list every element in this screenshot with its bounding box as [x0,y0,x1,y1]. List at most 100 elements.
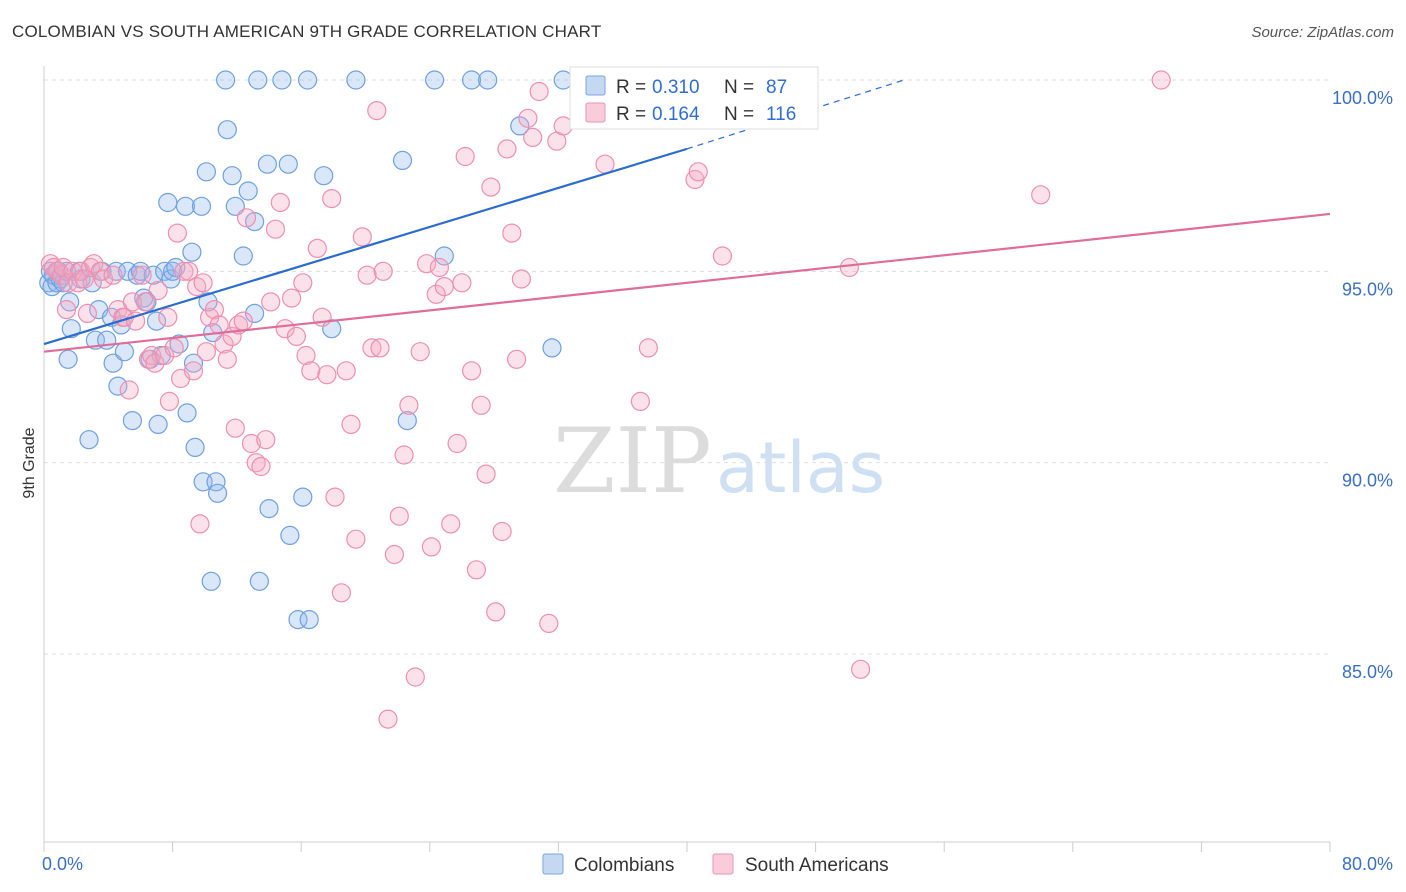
colombians-point-51 [198,292,218,312]
colombians-point-43 [175,196,196,216]
south-americans-point-105 [506,349,527,369]
south-americans-point-115 [638,338,659,358]
south-americans-point-69 [325,487,345,507]
south-americans-point-57 [265,219,286,239]
colombians-point-40 [163,261,183,281]
south-americans-point-87 [417,254,437,274]
south-americans-point-76 [362,338,382,358]
south-americans-point-85 [405,667,425,687]
colombians-point-68 [272,70,292,90]
colombians-point-60 [233,246,253,266]
south-americans-point-56 [261,292,281,312]
series-legend-swatch-colombians [542,853,564,875]
y-tick-label-3: 100.0% [1332,88,1393,108]
colombians-point-25 [114,342,135,362]
south-americans-point-70 [331,583,351,603]
south-americans-point-62 [293,273,313,293]
south-americans-point-64 [301,361,321,381]
south-americans-point-61 [286,326,306,346]
south-americans-point-59 [275,319,295,339]
south-americans-point-101 [486,602,506,622]
south-americans-point-12 [80,257,101,278]
legend-n-label-0: N = [724,77,754,98]
colombians-point-38 [158,192,178,213]
series-legend-swatch-south-americans [712,853,734,875]
south-americans-point-72 [341,414,361,434]
south-americans-point-77 [367,100,387,121]
colombians-point-70 [280,525,300,546]
south-americans-point-41 [196,342,216,362]
south-americans-point-83 [394,445,414,465]
colombians-point-74 [299,609,319,630]
south-americans-point-65 [307,238,327,258]
south-americans-point-5 [56,300,77,320]
colombians-point-11 [61,319,81,339]
south-americans-point-36 [179,261,199,281]
south-americans-point-100 [481,177,501,197]
south-americans-point-37 [183,361,204,381]
colombians-point-64 [248,70,268,90]
colombians-point-71 [288,609,308,630]
y-tick-labels: 85.0% 90.0% 95.0% 100.0% [1332,88,1393,682]
south-americans-point-54 [251,456,271,477]
colombians-point-77 [346,70,366,90]
south-americans-point-108 [523,127,543,147]
south-americans-point-32 [164,338,184,358]
south-americans-point-52 [241,433,261,454]
series-legend-label-south-americans: South Americans [745,855,889,876]
south-americans-point-122 [1151,70,1171,90]
south-americans-point-86 [410,342,430,362]
south-americans-point-90 [429,257,449,278]
south-americans-point-1 [43,257,64,278]
south-americans-point-103 [497,139,517,159]
colombians-point-56 [216,70,236,90]
south-americans-point-48 [225,418,245,438]
colombians-point-81 [434,246,454,266]
series-south-americans-points [40,70,1171,729]
south-americans-point-6 [58,273,78,293]
trend-line-colombians [43,147,688,346]
south-americans-point-119 [839,257,860,278]
south-americans-point-43 [204,300,224,320]
south-americans-point-11 [77,303,98,323]
colombians-point-52 [201,571,221,591]
south-americans-point-98 [471,395,491,415]
south-americans-point-92 [441,514,461,534]
colombians-point-61 [238,181,258,201]
colombians-point-45 [182,242,202,262]
legend-n-value-0: 87 [766,77,787,98]
south-americans-point-99 [476,464,496,484]
colombians-point-34 [146,311,167,331]
colombians-point-37 [155,261,175,281]
legend-r-label-0: R = [616,77,646,98]
colombians-point-35 [148,414,168,434]
south-americans-point-16 [103,265,123,285]
colombians-point-84 [510,116,530,136]
x-tick-label-max: 80.0% [1342,854,1393,874]
colombians-point-58 [222,166,242,186]
south-americans-point-27 [145,353,165,373]
south-americans-point-104 [502,223,522,243]
y-tick-label-0: 85.0% [1342,662,1393,682]
colombians-point-73 [298,70,318,90]
south-americans-point-94 [452,273,472,293]
colombians-point-67 [259,499,279,519]
south-americans-point-75 [357,265,377,285]
south-americans-point-93 [447,433,467,454]
south-americans-point-97 [466,560,486,580]
south-americans-point-35 [174,261,194,281]
south-americans-point-40 [193,273,213,293]
south-americans-point-82 [389,506,409,526]
colombians-point-82 [462,70,482,90]
colombians-point-10 [60,292,80,312]
south-americans-point-68 [322,189,342,209]
south-americans-point-13 [84,254,104,274]
south-americans-point-33 [167,223,187,243]
colombians-point-83 [478,70,498,90]
south-americans-point-29 [155,345,175,366]
legend-r-value-1: 0.164 [652,104,700,125]
south-americans-point-106 [511,269,532,289]
colombians-point-65 [249,571,269,591]
legend-n-label-1: N = [724,104,754,125]
colombians-point-85 [542,338,562,358]
